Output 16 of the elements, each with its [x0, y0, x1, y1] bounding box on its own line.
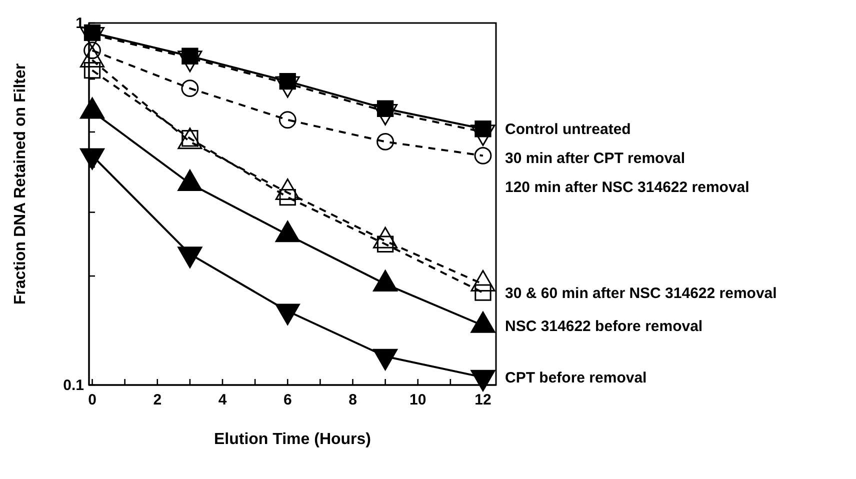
series-label: Control untreated	[505, 121, 631, 138]
y-tick-label: 0.1	[63, 376, 84, 394]
x-tick-label: 2	[153, 392, 162, 409]
series-label: 30 & 60 min after NSC 314622 removal	[505, 284, 777, 302]
y-axis-title: Fraction DNA Retained on Filter	[12, 63, 29, 305]
x-tick-label: 0	[88, 392, 96, 409]
series-label: CPT before removal	[505, 370, 647, 387]
x-tick-label: 8	[348, 392, 357, 409]
x-tick-label: 4	[218, 392, 228, 409]
series-label: 120 min after NSC 314622 removal	[505, 179, 750, 196]
x-axis-title: Elution Time (Hours)	[214, 431, 372, 448]
series-label: NSC 314622 before removal	[505, 318, 703, 335]
series-label: 30 min after CPT removal	[505, 150, 686, 168]
x-tick-label: 10	[410, 392, 426, 409]
x-tick-label: 12	[474, 392, 492, 409]
x-tick-label: 6	[283, 392, 292, 409]
